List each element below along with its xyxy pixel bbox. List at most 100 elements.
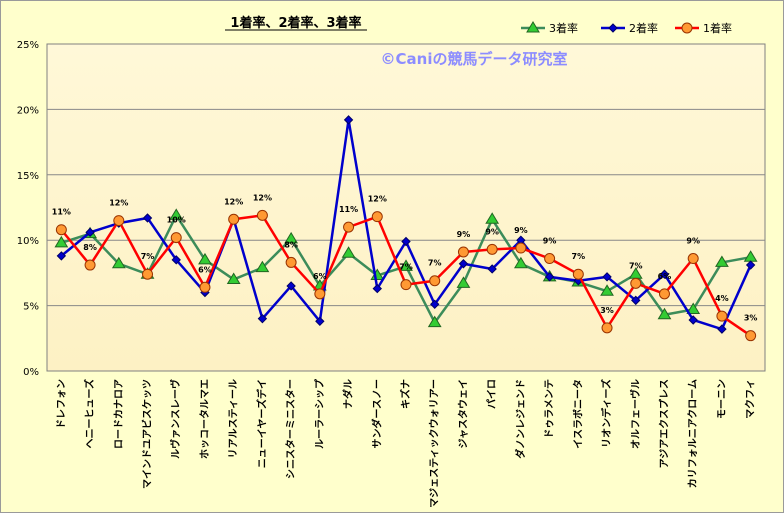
data-point <box>113 215 125 227</box>
data-point <box>515 242 527 254</box>
data-point <box>171 255 181 265</box>
data-point <box>401 236 411 247</box>
x-tick-label: ダノンレジェンド <box>514 379 527 459</box>
plot-area <box>46 43 766 372</box>
data-point <box>257 313 268 324</box>
data-point <box>687 253 699 265</box>
series-group <box>55 209 757 342</box>
x-tick-label: キズナ <box>399 379 412 409</box>
x-tick-label: アジアエクスプレス <box>657 379 670 468</box>
data-point <box>745 330 757 342</box>
data-point <box>256 209 268 221</box>
y-tick-label: 25% <box>17 40 39 51</box>
data-labels: 11% 8% 12% 7% 10% 6% 12% 12% 8% 6% 11% 12% 7% 7% 9% 9% 9… <box>52 193 758 322</box>
data-point <box>399 259 413 271</box>
data-label: 8% <box>83 243 97 252</box>
data-point <box>717 324 727 334</box>
data-point <box>715 255 729 267</box>
data-label: 9% <box>686 237 700 246</box>
data-label: 4% <box>715 294 729 303</box>
data-label: 3% <box>600 306 614 315</box>
data-point <box>199 281 211 293</box>
data-point <box>544 272 555 282</box>
data-label: 10% <box>167 216 186 225</box>
data-point <box>487 264 497 274</box>
y-tick-label: 0% <box>23 367 39 378</box>
x-tick-label: パイロ <box>486 379 498 409</box>
data-point <box>284 231 299 244</box>
data-point <box>56 251 67 261</box>
data-point <box>341 246 356 258</box>
data-label: 11% <box>52 208 71 217</box>
data-point <box>458 259 469 269</box>
data-point <box>681 22 693 34</box>
data-point <box>630 277 642 289</box>
data-label: 11% <box>339 205 358 214</box>
y-tick-label: 5% <box>23 302 39 313</box>
data-point <box>572 268 584 280</box>
y-tick-label: 10% <box>17 236 39 247</box>
legend-label: 3着率 <box>549 21 578 35</box>
data-label: 12% <box>224 197 243 206</box>
data-point <box>54 235 69 248</box>
x-tick-label: ドレフォン <box>55 379 67 429</box>
data-label: 8% <box>284 240 298 249</box>
data-point <box>601 322 613 334</box>
data-point <box>602 272 612 282</box>
data-point <box>457 246 469 258</box>
data-point <box>544 253 556 265</box>
x-tick-label: マジェスティックウォリアー <box>429 379 441 508</box>
data-label: 9% <box>543 237 557 246</box>
data-label: 7% <box>399 263 413 272</box>
data-point <box>486 243 498 255</box>
y-tick-label: 20% <box>17 105 39 116</box>
data-point <box>688 315 698 325</box>
x-tick-label: ロードカナロア <box>113 379 125 449</box>
x-tick-label: オルフェーヴル <box>629 379 642 449</box>
data-label: 9% <box>457 230 471 239</box>
data-label: 7% <box>629 261 643 270</box>
x-tick-label: ナダル <box>342 379 355 409</box>
data-label: 3% <box>744 314 758 323</box>
data-point <box>255 260 270 273</box>
data-point <box>169 208 184 220</box>
data-label: 12% <box>109 199 128 208</box>
data-point <box>111 256 126 269</box>
data-point <box>228 213 240 225</box>
data-point <box>485 212 500 224</box>
data-point <box>371 211 383 223</box>
data-point <box>343 115 354 125</box>
data-point <box>513 256 528 269</box>
data-point <box>343 221 355 233</box>
y-axis-ticks: 0% 5% 10% 15% 20% 25% <box>17 40 39 378</box>
data-label: 12% <box>253 193 272 202</box>
data-point <box>84 259 96 271</box>
x-tick-label: ジャスタウェイ <box>457 379 469 449</box>
data-point <box>659 269 670 279</box>
data-point <box>372 283 382 294</box>
data-label: 9% <box>485 227 499 236</box>
data-point <box>430 299 440 309</box>
data-point <box>608 23 618 33</box>
data-point <box>85 227 95 238</box>
data-point <box>286 281 296 291</box>
x-tick-label: ニューイヤーズデイ <box>255 379 268 468</box>
data-point <box>55 224 67 236</box>
data-point <box>400 279 412 291</box>
x-tick-label: カリフォルニアクローム <box>687 379 699 488</box>
data-point <box>226 272 241 284</box>
data-point <box>285 256 297 268</box>
x-tick-label: ドゥラメンテ <box>544 379 556 439</box>
data-label: 7% <box>572 252 586 261</box>
chart-title: 1着率、2着率、3着率 <box>230 15 361 31</box>
data-label: 9% <box>514 226 528 235</box>
data-label: 7% <box>141 252 155 261</box>
data-label: 12% <box>368 195 387 204</box>
data-label: 6% <box>198 265 212 274</box>
x-tick-label: モーニン <box>717 379 728 419</box>
data-label: 6% <box>313 272 327 281</box>
gridlines <box>47 108 765 307</box>
data-point <box>600 284 614 296</box>
